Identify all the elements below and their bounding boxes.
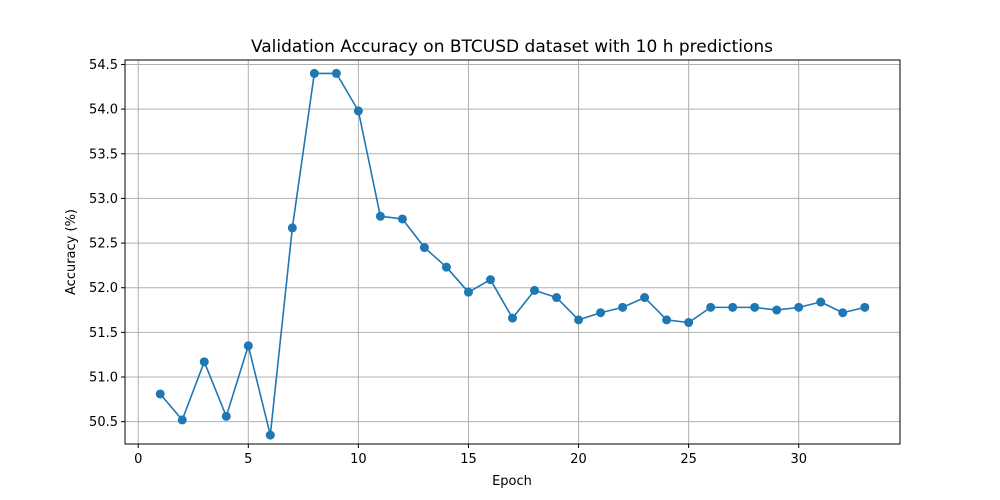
data-point — [728, 302, 738, 312]
y-tick-label: 52.0 — [89, 281, 118, 296]
plot-frame — [124, 59, 901, 445]
data-point — [375, 211, 385, 221]
data-point — [265, 430, 275, 440]
y-tick-label: 51.0 — [89, 371, 118, 386]
grid-lines — [125, 60, 900, 444]
data-point — [750, 302, 760, 312]
data-point — [485, 275, 495, 285]
y-tick-label: 50.5 — [89, 415, 118, 430]
data-point — [618, 302, 628, 312]
data-point — [860, 302, 870, 312]
data-point — [287, 223, 297, 233]
data-point — [640, 293, 650, 303]
data-point — [838, 308, 848, 318]
y-tick-label: 54.5 — [89, 58, 118, 73]
series-accuracy — [155, 68, 870, 440]
data-point — [508, 313, 517, 323]
y-tick-label: 52.5 — [89, 237, 118, 252]
y-tick-label: 51.5 — [89, 326, 118, 341]
data-point — [419, 243, 429, 253]
data-point — [574, 315, 584, 325]
x-tick-label: 5 — [244, 452, 252, 467]
x-tick-label: 15 — [460, 452, 477, 467]
data-point — [309, 68, 319, 78]
x-tick-label: 25 — [680, 452, 697, 467]
data-point — [706, 302, 716, 312]
data-point — [596, 308, 606, 318]
data-point — [662, 315, 672, 325]
data-point — [794, 302, 804, 312]
data-point — [463, 287, 473, 297]
x-axis-ticks: 0 5 10 15 20 25 30 — [134, 444, 807, 467]
data-point — [684, 318, 694, 328]
y-axis-title: Accuracy (%) — [64, 209, 79, 295]
data-point — [199, 357, 209, 367]
data-point — [243, 341, 253, 351]
x-tick-label: 30 — [790, 452, 807, 467]
x-tick-label: 20 — [570, 452, 587, 467]
data-point — [331, 68, 341, 78]
data-point — [552, 293, 562, 303]
data-point — [177, 415, 187, 425]
data-point — [441, 262, 451, 272]
data-point — [530, 285, 540, 295]
data-point — [155, 389, 165, 399]
y-tick-label: 54.0 — [89, 103, 118, 118]
data-point — [397, 214, 407, 224]
y-axis-ticks: 50.5 51.0 51.5 52.0 52.5 53.0 53.5 54.0 54.5 — [89, 58, 125, 430]
x-tick-label: 10 — [350, 452, 367, 467]
data-point — [221, 411, 231, 421]
chart-title: Validation Accuracy on BTCUSD dataset wi… — [251, 37, 773, 57]
y-tick-label: 53.0 — [89, 192, 118, 207]
x-axis-title: Epoch — [492, 474, 532, 489]
data-point — [816, 297, 826, 307]
data-point — [772, 305, 782, 315]
y-tick-label: 53.5 — [89, 147, 118, 162]
x-tick-label: 0 — [134, 452, 142, 467]
data-point — [353, 106, 363, 116]
